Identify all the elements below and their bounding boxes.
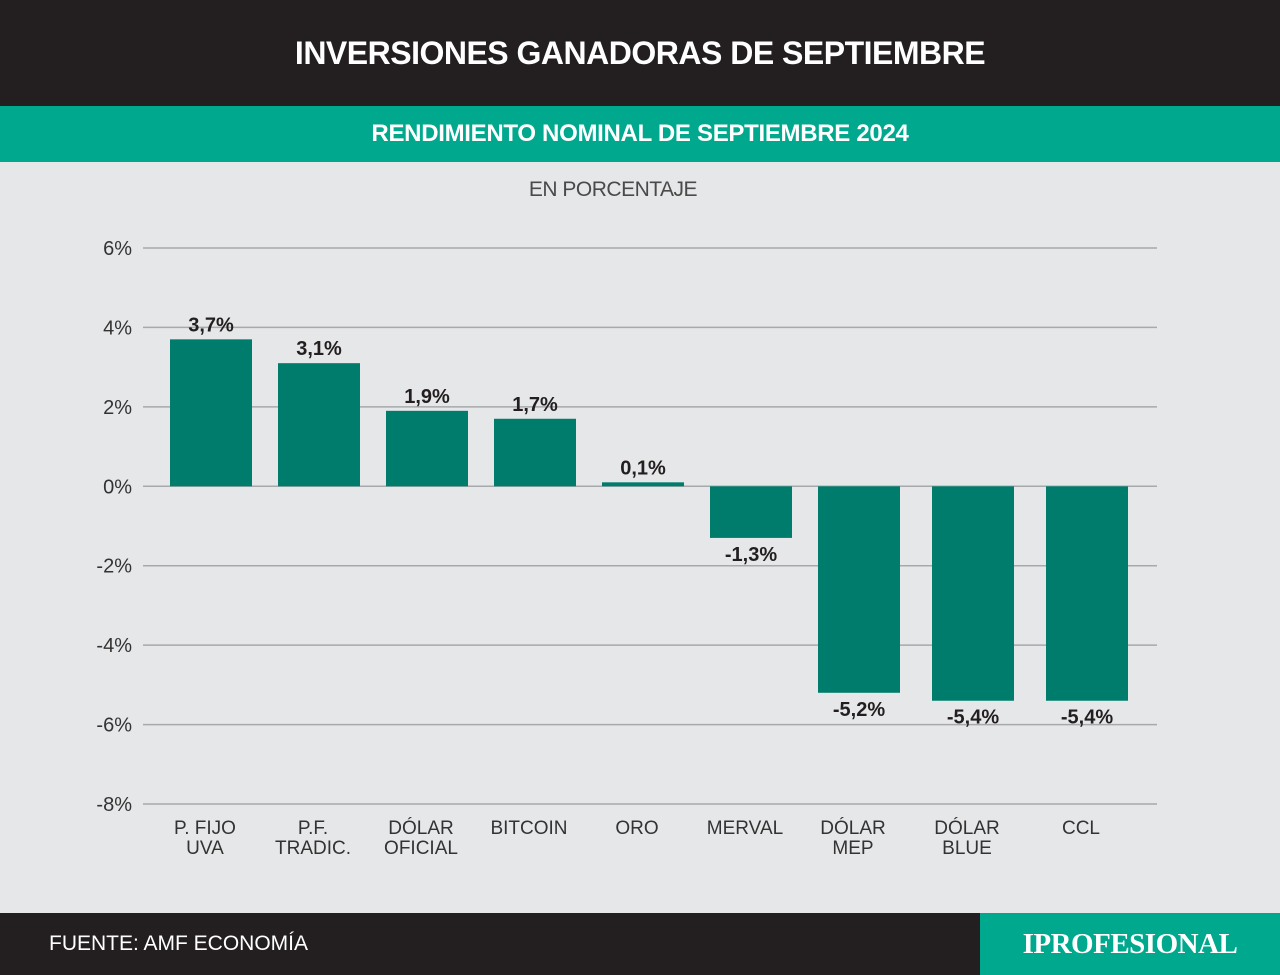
y-tick-label: 4% (103, 317, 132, 339)
bar (278, 363, 360, 487)
category-label: P.F. (298, 818, 328, 839)
bar (386, 410, 468, 487)
data-label: -1,3% (725, 544, 777, 566)
category-label: P. FIJO (174, 818, 236, 839)
bar (602, 482, 684, 487)
data-label: -5,4% (1061, 707, 1113, 729)
bar (1046, 486, 1128, 701)
category-label: DÓLAR (820, 817, 885, 839)
category-label: TRADIC. (275, 838, 351, 859)
chart-subtitle: RENDIMIENTO NOMINAL DE SEPTIEMBRE 2024 (0, 106, 1280, 162)
bar (494, 418, 576, 487)
y-tick-label: -8% (96, 794, 132, 816)
data-label: 3,7% (188, 314, 234, 336)
bar (170, 339, 252, 487)
data-label: -5,2% (833, 699, 885, 721)
category-label: MEP (832, 838, 873, 859)
category-label: BLUE (942, 838, 992, 859)
source-note: FUENTE: AMF ECONOMÍA (49, 932, 309, 955)
y-tick-label: 6% (103, 238, 132, 260)
y-tick-label: 2% (103, 397, 132, 419)
data-label: -5,4% (947, 707, 999, 729)
data-label: 0,1% (620, 457, 666, 479)
page-title: INVERSIONES GANADORAS DE SEPTIEMBRE (0, 0, 1280, 106)
category-label: MERVAL (707, 818, 783, 839)
footer: FUENTE: AMF ECONOMÍA IPROFESIONAL (0, 913, 1280, 975)
y-tick-label: -6% (96, 715, 132, 737)
brand-logo: IPROFESIONAL (980, 913, 1280, 975)
category-label: DÓLAR (388, 817, 453, 839)
category-label: UVA (186, 838, 224, 859)
category-label: DÓLAR (934, 817, 999, 839)
category-label: OFICIAL (384, 838, 458, 859)
data-label: 1,7% (512, 394, 558, 416)
category-label: CCL (1062, 818, 1100, 839)
category-label: ORO (615, 818, 658, 839)
data-label: 1,9% (404, 386, 450, 408)
y-tick-label: -2% (96, 556, 132, 578)
y-tick-label: -4% (96, 635, 132, 657)
bar (818, 486, 900, 693)
y-tick-label: 0% (103, 476, 132, 498)
bar (932, 486, 1014, 701)
bar (710, 486, 792, 538)
category-label: BITCOIN (490, 818, 567, 839)
unit-label: EN PORCENTAJE (528, 178, 698, 201)
data-label: 3,1% (296, 338, 342, 360)
